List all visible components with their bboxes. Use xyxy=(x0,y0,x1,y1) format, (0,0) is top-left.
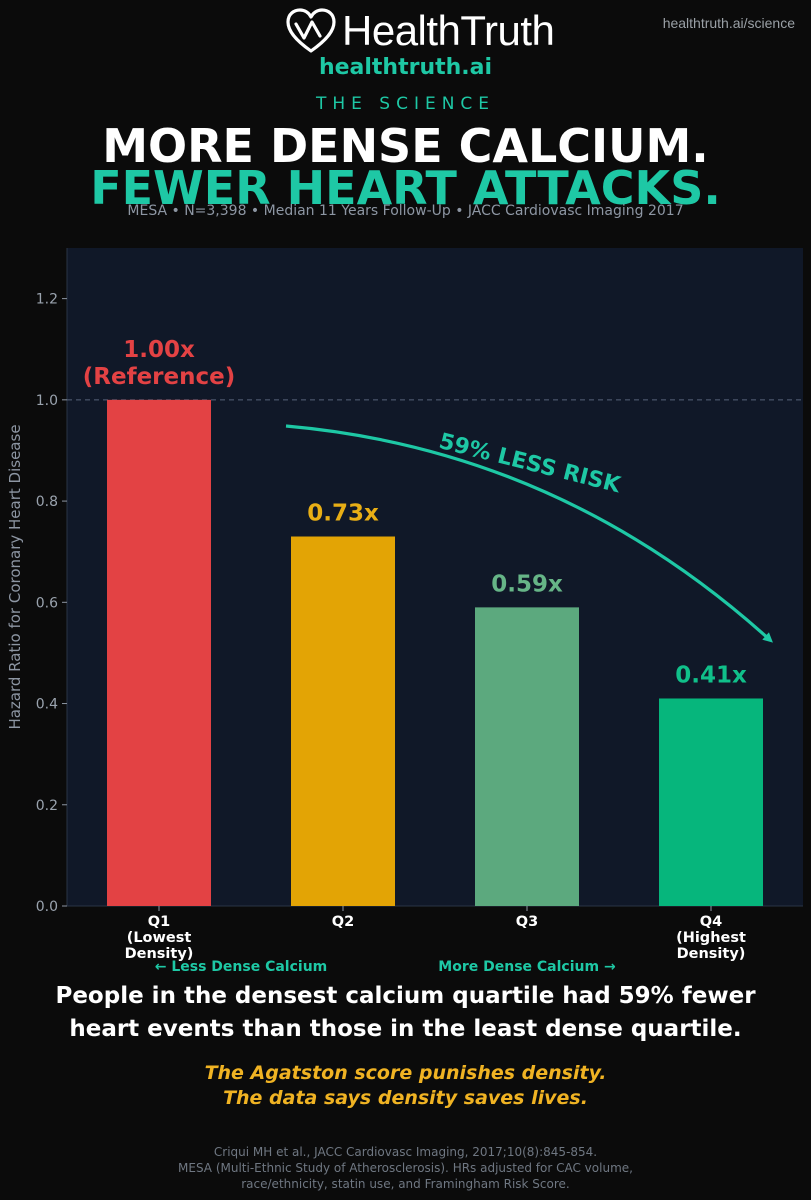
data-label: 0.41x xyxy=(675,662,747,688)
study-meta: MESA • N=3,398 • Median 11 Years Follow-… xyxy=(127,203,684,219)
bar-q4 xyxy=(659,698,763,906)
tagline: People in the densest calcium quartile h… xyxy=(40,980,771,1046)
footnote-line-1: Criqui MH et al., JACC Cardiovasc Imagin… xyxy=(213,1145,598,1159)
brand-name: HealthTruth xyxy=(342,7,555,54)
axis-note-more-dense: More Dense Calcium → xyxy=(438,959,616,975)
y-tick-label: 0.4 xyxy=(36,697,58,713)
tagline-line-2: heart events than those in the least den… xyxy=(69,1016,742,1042)
y-tick-label: 0.6 xyxy=(36,595,58,611)
x-tick-label: Q3 xyxy=(516,914,538,930)
hazard-ratio-chart: 0.0 0.2 0.4 0.6 0.8 1.0 1.2 Hazard Ratio for Co… xyxy=(6,248,803,975)
x-tick-label: Q4 (Highest Density) xyxy=(676,914,746,962)
data-label: 0.59x xyxy=(491,571,563,597)
y-tick-label: 1.0 xyxy=(36,393,58,409)
data-label: 0.73x xyxy=(307,501,379,527)
footnote: Criqui MH et al., JACC Cardiovasc Imagin… xyxy=(40,1144,771,1192)
y-tick-label: 0.2 xyxy=(36,798,58,814)
data-label: 1.00x (Reference) xyxy=(83,337,236,390)
heart-logo-icon xyxy=(286,8,336,53)
gold-line-1: The Agatston score punishes density. xyxy=(204,1062,607,1084)
tagline-line-1: People in the densest calcium quartile h… xyxy=(55,983,756,1009)
footnote-line-3: race/ethnicity, statin use, and Framingh… xyxy=(241,1177,570,1191)
headline-line-1: MORE DENSE CALCIUM. xyxy=(102,119,709,173)
top-url-link[interactable]: healthtruth.ai/science xyxy=(662,15,795,31)
bar-q2 xyxy=(291,536,395,906)
footnote-line-2: MESA (Multi-Ethnic Study of Atherosclero… xyxy=(178,1161,633,1175)
x-tick-label: Q1 (Lowest Density) xyxy=(125,914,194,962)
y-tick-label: 0.0 xyxy=(36,899,58,915)
brand-logo: HealthTruth xyxy=(286,8,576,54)
x-tick-label: Q2 xyxy=(332,914,354,930)
headline-line-2: FEWER HEART ATTACKS. xyxy=(90,161,721,215)
risk-arrow xyxy=(285,424,773,643)
gold-line-2: The data says density saves lives. xyxy=(223,1087,588,1109)
y-tick-label: 1.2 xyxy=(36,292,58,308)
gold-callout: The Agatston score punishes density. The… xyxy=(40,1061,771,1111)
section-label: THE SCIENCE xyxy=(315,94,496,114)
y-tick-label: 0.8 xyxy=(36,494,58,510)
brand-url[interactable]: healthtruth.ai xyxy=(318,55,493,80)
bar-q1 xyxy=(107,399,211,906)
y-axis-label: Hazard Ratio for Coronary Heart Disease xyxy=(6,424,24,729)
bar-q3 xyxy=(475,607,579,906)
axis-note-less-dense: ← Less Dense Calcium xyxy=(155,959,328,975)
